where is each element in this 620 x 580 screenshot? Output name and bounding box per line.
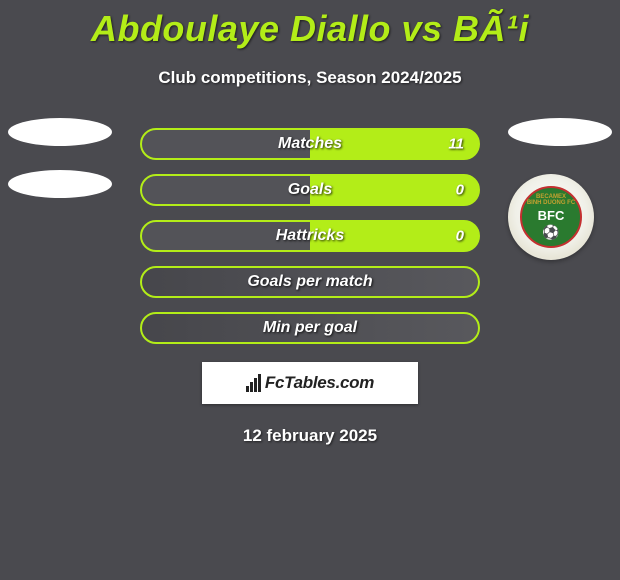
soccer-ball-icon: ⚽ [542,224,559,241]
stat-bar-matches: Matches 11 [140,128,480,160]
stat-value-right: 11 [448,136,464,153]
header: Abdoulaye Diallo vs BÃ¹i Club competitio… [0,0,620,88]
club-badge-text-mid: BINH DUONG FC [527,200,575,206]
stat-bar-min-per-goal: Min per goal [140,312,480,344]
avatar-placeholder-shadow [8,118,112,146]
subtitle: Club competitions, Season 2024/2025 [0,68,620,88]
player-left-placeholder [8,118,112,198]
stat-bar-goals: Goals 0 [140,174,480,206]
stat-label: Goals per match [247,273,372,291]
attribution-label: FcTables.com [265,373,374,393]
club-badge-inner: BECAMEX BINH DUONG FC BFC ⚽ [520,186,582,248]
chart-icon [246,374,261,392]
stat-bar-goals-per-match: Goals per match [140,266,480,298]
stat-value-right: 0 [456,182,464,199]
stat-label: Hattricks [276,227,344,245]
avatar-placeholder-shadow [508,118,612,146]
stat-value-right: 0 [456,228,464,245]
avatar-placeholder-shadow [8,170,112,198]
stat-label: Matches [278,135,342,153]
stat-bar-hattricks: Hattricks 0 [140,220,480,252]
stat-label: Min per goal [263,319,357,337]
player-right-block: BECAMEX BINH DUONG FC BFC ⚽ [508,118,612,260]
attribution-block[interactable]: FcTables.com [202,362,418,404]
page-title: Abdoulaye Diallo vs BÃ¹i [0,8,620,50]
stat-label: Goals [288,181,332,199]
date-line: 12 february 2025 [0,426,620,446]
club-badge-main-text: BFC [538,208,565,223]
club-badge: BECAMEX BINH DUONG FC BFC ⚽ [508,174,594,260]
